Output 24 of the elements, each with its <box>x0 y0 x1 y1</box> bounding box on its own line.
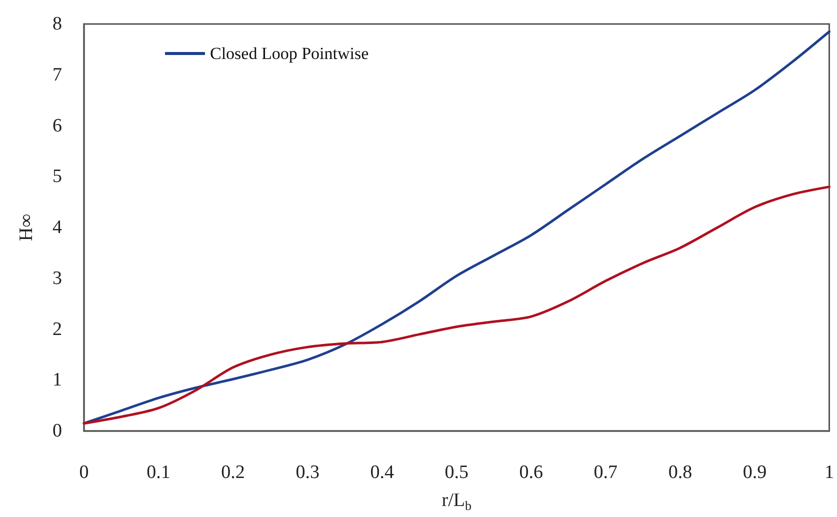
x-tick-label: 0.3 <box>296 462 320 483</box>
y-tick-label: 6 <box>52 115 62 136</box>
y-tick-label: 2 <box>52 318 62 340</box>
x-tick-label: 0.2 <box>221 462 245 483</box>
y-tick-label: 0 <box>52 420 62 442</box>
y-tick-label: 1 <box>52 370 62 391</box>
y-tick-label: 7 <box>52 64 62 86</box>
x-tick-label: 0.5 <box>444 462 468 483</box>
line-series <box>82 30 830 425</box>
y-tick-label: 5 <box>52 166 62 188</box>
x-tick-label: 0.6 <box>519 462 544 483</box>
y-tick-label: 8 <box>52 14 62 34</box>
x-tick-label: 0.4 <box>370 462 394 483</box>
x-tick-label: 0.8 <box>668 462 692 483</box>
legend-label: Closed Loop Pointwise <box>210 44 369 63</box>
line-series <box>82 186 830 425</box>
x-tick-label: 0.1 <box>146 462 170 483</box>
y-tick-label: 3 <box>52 268 62 289</box>
y-tick-label: 4 <box>52 217 62 238</box>
x-tick-label: 0 <box>79 462 89 483</box>
x-tick-label: 0.9 <box>742 462 767 483</box>
x-tick-label: 0.7 <box>594 462 618 483</box>
x-tick-label: 1 <box>824 462 834 483</box>
y-axis-title: H∞ <box>16 214 37 242</box>
